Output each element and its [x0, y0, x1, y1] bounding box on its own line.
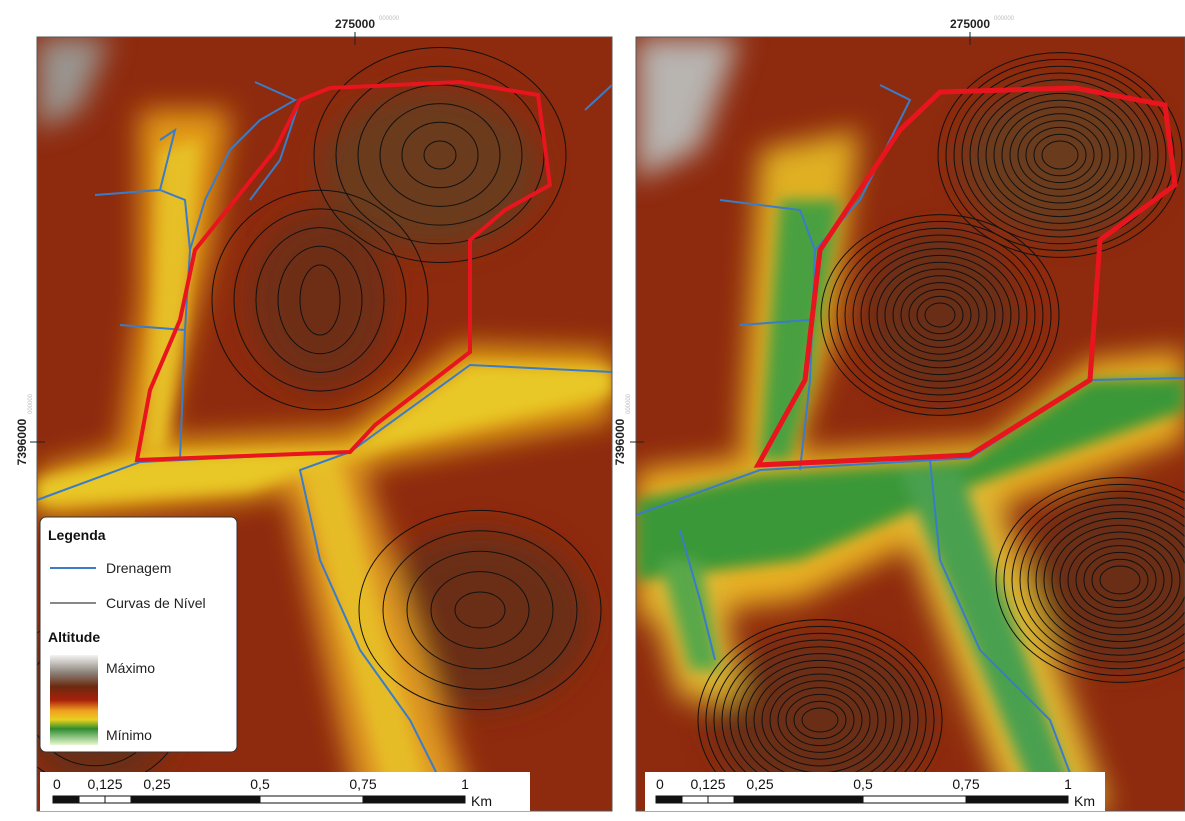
legend-title: Legenda [48, 527, 106, 543]
scale-seg [656, 796, 682, 803]
scale-seg [363, 796, 465, 803]
scale-label: 0,25 [746, 776, 773, 792]
scale-seg [863, 796, 966, 803]
scale-label: 0 [656, 776, 664, 792]
right-map [636, 37, 1185, 816]
scale-label: 0,25 [143, 776, 170, 792]
legend-contours: Curvas de Nível [106, 595, 206, 611]
y-coordinate: 7396000 [613, 418, 627, 465]
y-coordinate-sup: 000000 [28, 393, 34, 414]
scale-seg [708, 796, 734, 803]
scale-label: 1 [461, 776, 469, 792]
legend-min: Mínimo [106, 727, 152, 743]
y-coordinate-sup: 000000 [626, 393, 632, 414]
scale-seg [79, 796, 105, 803]
scale-unit: Km [471, 793, 492, 809]
scale-unit: Km [1074, 793, 1095, 809]
x-coordinate-sup: 000000 [379, 16, 400, 22]
scale-label: 0 [53, 776, 61, 792]
scale-seg [966, 796, 1068, 803]
scale-seg [682, 796, 708, 803]
scale-seg [260, 796, 363, 803]
scale-label: 0,125 [87, 776, 122, 792]
scale-label: 0,75 [952, 776, 979, 792]
scale-label: 0,125 [690, 776, 725, 792]
y-coordinate: 7396000 [15, 418, 29, 465]
scale-seg [53, 796, 79, 803]
legend: Legenda Drenagem Curvas de Nível Altitud… [40, 517, 237, 752]
scale-seg [734, 796, 760, 803]
scale-seg [760, 796, 863, 803]
scale-seg [131, 796, 157, 803]
legend-altitude: Altitude [48, 629, 100, 645]
scale-label: 1 [1064, 776, 1072, 792]
x-coordinate-sup: 000000 [994, 16, 1015, 22]
scale-label: 0,5 [853, 776, 873, 792]
scale-label: 0,5 [250, 776, 270, 792]
scale-seg [105, 796, 131, 803]
x-coordinate: 275000 [950, 17, 990, 31]
legend-max: Máximo [106, 660, 155, 676]
page: 275000 000000 7396000 000000 275000 000000 739… [0, 0, 1185, 816]
x-coordinate: 275000 [335, 17, 375, 31]
scale-seg [157, 796, 260, 803]
legend-drainage: Drenagem [106, 560, 171, 576]
scale-label: 0,75 [349, 776, 376, 792]
